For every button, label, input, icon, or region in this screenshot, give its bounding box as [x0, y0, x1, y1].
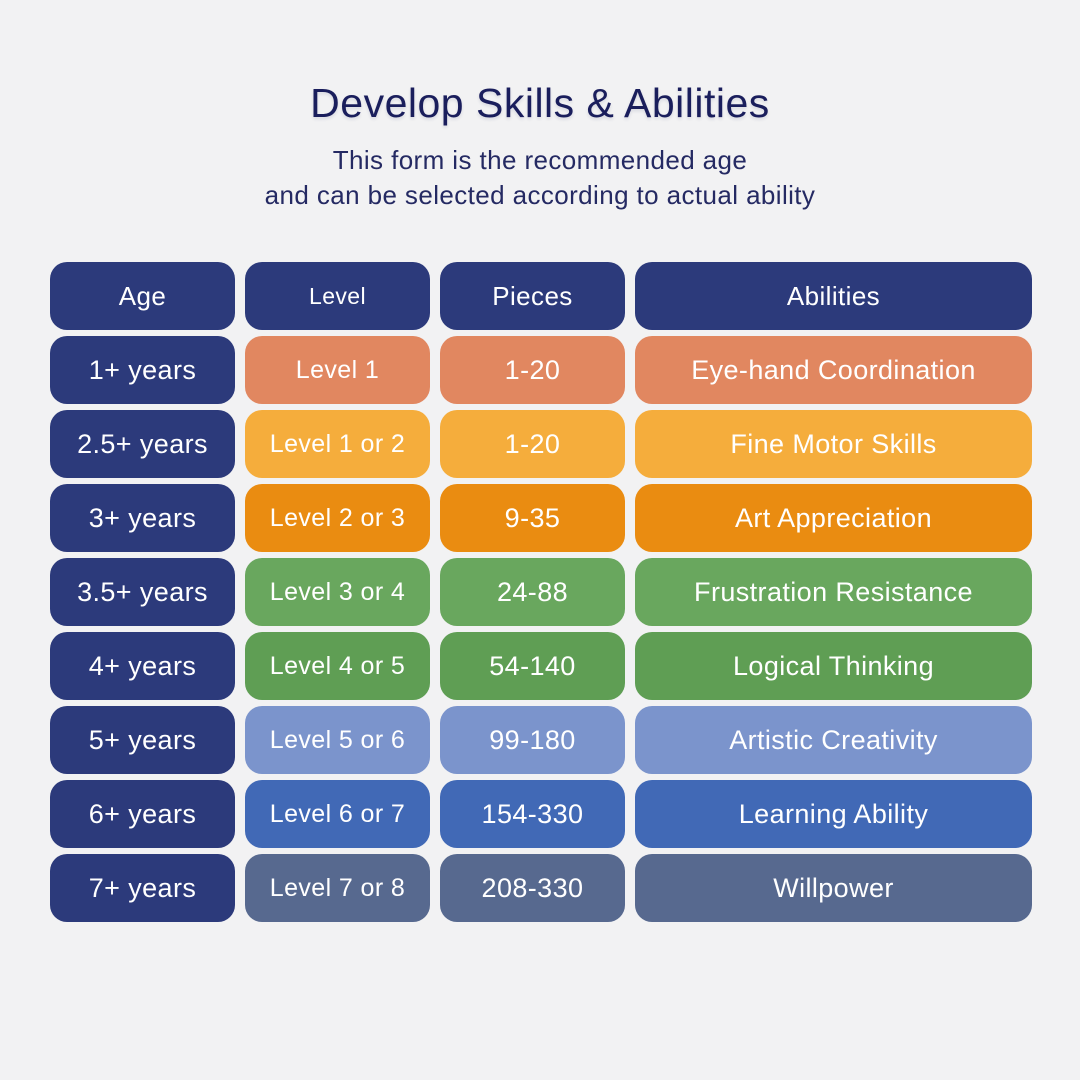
header-block: Develop Skills & Abilities This form is …	[0, 80, 1080, 213]
subtitle-line-2: and can be selected according to actual …	[264, 180, 816, 210]
ability-cell: Willpower	[635, 854, 1032, 922]
pieces-cell: 24-88	[440, 558, 625, 626]
header-age: Age	[50, 262, 235, 330]
age-cell: 4+ years	[50, 632, 235, 700]
header-pieces: Pieces	[440, 262, 625, 330]
header-abilities: Abilities	[635, 262, 1032, 330]
level-cell: Level 3 or 4	[245, 558, 430, 626]
age-cell: 7+ years	[50, 854, 235, 922]
level-cell: Level 1 or 2	[245, 410, 430, 478]
page-title: Develop Skills & Abilities	[310, 80, 770, 126]
age-cell: 6+ years	[50, 780, 235, 848]
header-level: Level	[245, 262, 430, 330]
level-cell: Level 7 or 8	[245, 854, 430, 922]
ability-cell: Frustration Resistance	[635, 558, 1032, 626]
age-cell: 3.5+ years	[50, 558, 235, 626]
ability-cell: Learning Ability	[635, 780, 1032, 848]
ability-cell: Artistic Creativity	[635, 706, 1032, 774]
pieces-cell: 99-180	[440, 706, 625, 774]
ability-cell: Eye-hand Coordination	[635, 336, 1032, 404]
level-cell: Level 4 or 5	[245, 632, 430, 700]
level-cell: Level 2 or 3	[245, 484, 430, 552]
pieces-cell: 1-20	[440, 336, 625, 404]
ability-cell: Logical Thinking	[635, 632, 1032, 700]
age-cell: 1+ years	[50, 336, 235, 404]
pieces-cell: 9-35	[440, 484, 625, 552]
ability-cell: Art Appreciation	[635, 484, 1032, 552]
ability-cell: Fine Motor Skills	[635, 410, 1032, 478]
pieces-cell: 54-140	[440, 632, 625, 700]
pieces-cell: 154-330	[440, 780, 625, 848]
subtitle-line-1: This form is the recommended age	[332, 145, 748, 175]
skills-abilities-table: Age Level Pieces Abilities 1+ years Leve…	[50, 262, 1032, 922]
pieces-cell: 208-330	[440, 854, 625, 922]
level-cell: Level 1	[245, 336, 430, 404]
age-cell: 3+ years	[50, 484, 235, 552]
level-cell: Level 5 or 6	[245, 706, 430, 774]
level-cell: Level 6 or 7	[245, 780, 430, 848]
age-cell: 5+ years	[50, 706, 235, 774]
age-cell: 2.5+ years	[50, 410, 235, 478]
pieces-cell: 1-20	[440, 410, 625, 478]
